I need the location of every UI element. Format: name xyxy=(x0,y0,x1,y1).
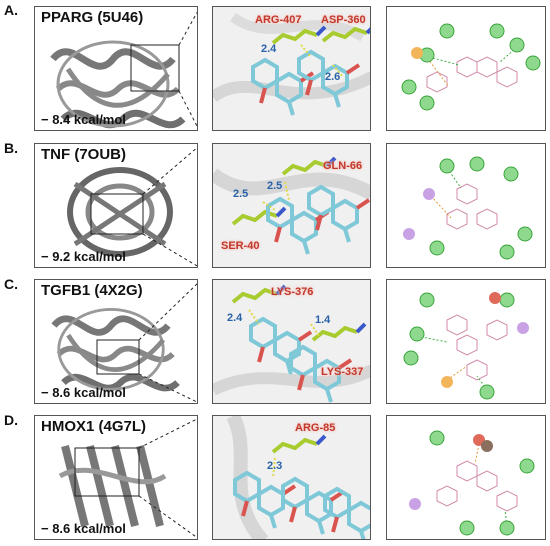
binding-energy-d: − 8.6 kcal/mol xyxy=(41,521,126,536)
residue-label-b-2: SER-40 xyxy=(221,240,260,252)
binding-site-3d-a xyxy=(213,12,370,117)
interaction-2d-panel-d xyxy=(386,415,546,540)
binding-energy-c: − 8.6 kcal/mol xyxy=(41,385,126,400)
binding-site-3d-c xyxy=(213,284,370,403)
protein-structure-a xyxy=(35,11,197,131)
binding-site-panel-b: GLN-66 SER-40 2.5 2.5 xyxy=(212,143,371,268)
protein-title-c: TGFB1 (4X2G) xyxy=(41,282,143,299)
binding-site-panel-d: ARG-85 2.3 xyxy=(212,415,371,540)
row-label-a: A. xyxy=(4,2,18,18)
hbond-distance-c-1: 2.4 xyxy=(227,312,243,324)
hbond-distance-c-2: 1.4 xyxy=(315,314,331,326)
protein-title-d: HMOX1 (4G7L) xyxy=(41,418,147,435)
interaction-diagram-d xyxy=(409,430,535,536)
binding-site-panel-a: ARG-407 ASP-360 2.4 2.6 xyxy=(212,6,371,131)
binding-site-3d-d xyxy=(226,416,370,539)
interaction-2d-panel-c xyxy=(386,279,546,404)
hbond-distance-a-1: 2.4 xyxy=(261,43,277,55)
hbond-distance-d-1: 2.3 xyxy=(267,460,283,472)
binding-energy-b: − 9.2 kcal/mol xyxy=(41,249,126,264)
overview-panel-c: TGFB1 (4X2G) − 8.6 kcal/mol xyxy=(34,279,198,404)
interaction-diagram-a xyxy=(401,23,541,111)
overview-panel-d: HMOX1 (4G7L) − 8.6 kcal/mol xyxy=(34,415,198,540)
overview-panel-a: PPARG (5U46) − 8.4 kcal/mol xyxy=(34,6,198,131)
residue-label-c-2: LYS-337 xyxy=(321,366,364,378)
protein-title-a: PPARG (5U46) xyxy=(41,9,144,26)
interaction-2d-panel-a xyxy=(386,6,546,131)
hbond-distance-b-1: 2.5 xyxy=(233,188,249,200)
interaction-2d-panel-b xyxy=(386,143,546,268)
residue-label-b-1: GLN-66 xyxy=(323,160,363,172)
residue-label-d-1: ARG-85 xyxy=(295,422,336,434)
hbond-distance-a-2: 2.6 xyxy=(325,71,341,83)
protein-structure-d xyxy=(58,418,197,539)
protein-title-b: TNF (7OUB) xyxy=(41,146,126,163)
overview-panel-b: TNF (7OUB) − 9.2 kcal/mol xyxy=(34,143,198,268)
residue-label-c-1: LYS-376 xyxy=(271,286,314,298)
binding-site-panel-c: LYS-376 LYS-337 2.4 1.4 xyxy=(212,279,371,404)
row-label-b: B. xyxy=(4,140,18,156)
interaction-diagram-c xyxy=(403,292,529,400)
hbond-distance-b-2: 2.5 xyxy=(267,180,283,192)
row-label-c: C. xyxy=(4,276,18,292)
residue-label-a-2: ASP-360 xyxy=(321,14,366,26)
binding-site-3d-b xyxy=(213,156,370,256)
protein-structure-b xyxy=(67,147,197,267)
protein-structure-c xyxy=(35,283,197,403)
interaction-diagram-b xyxy=(403,156,533,260)
binding-energy-a: − 8.4 kcal/mol xyxy=(41,112,126,127)
row-label-d: D. xyxy=(4,412,18,428)
residue-label-a-1: ARG-407 xyxy=(255,14,302,26)
